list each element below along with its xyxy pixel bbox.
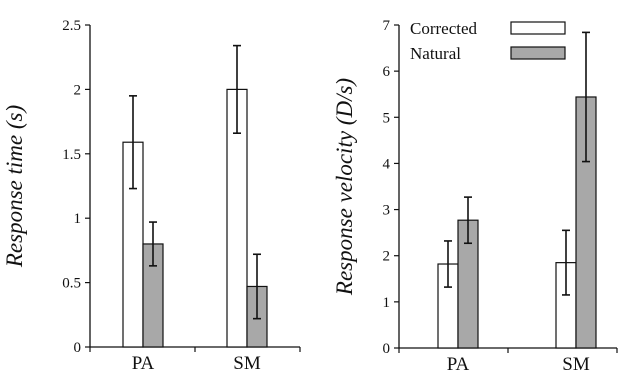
y-tick-label: 2 (383, 249, 391, 265)
legend-swatch-natural (510, 46, 566, 60)
y-tick-label: 4 (383, 156, 391, 172)
y-tick-label: 0 (74, 340, 82, 356)
x-tick-label-pa: PA (132, 353, 155, 373)
y-tick-label: 7 (383, 18, 391, 34)
y-tick-label: 6 (383, 64, 391, 80)
y-tick-label: 3 (383, 203, 391, 219)
chart-panel-2: 0 1 2 3 4 5 6 7 PA SM Response velocity (D/s) Corre… (332, 18, 618, 373)
y-tick-label: 1 (383, 295, 391, 311)
y-axis-label: Response velocity (D/s) (332, 78, 357, 296)
x-tick-label-pa: PA (447, 354, 470, 373)
y-tick-label: 2.5 (62, 18, 81, 34)
y-tick-label: 1.5 (62, 147, 81, 163)
y-tick-label: 1 (74, 211, 82, 227)
y-tick-label: 0.5 (62, 276, 81, 292)
legend-label-corrected: Corrected (410, 19, 478, 38)
x-tick-label-sm: SM (562, 354, 590, 373)
y-tick-label: 2 (74, 82, 82, 98)
chart-panel-1: 0 0.5 1 1.5 2 2.5 PA SM Response time (s) (2, 18, 301, 373)
x-tick-label-sm: SM (233, 353, 261, 373)
legend-swatch-corrected (510, 21, 566, 35)
y-axis-label: Response time (s) (2, 105, 27, 268)
y-tick-label: 5 (383, 110, 391, 126)
legend-label-natural: Natural (410, 44, 461, 63)
legend: Corrected Natural (410, 19, 566, 63)
y-tick-label: 0 (383, 341, 391, 357)
